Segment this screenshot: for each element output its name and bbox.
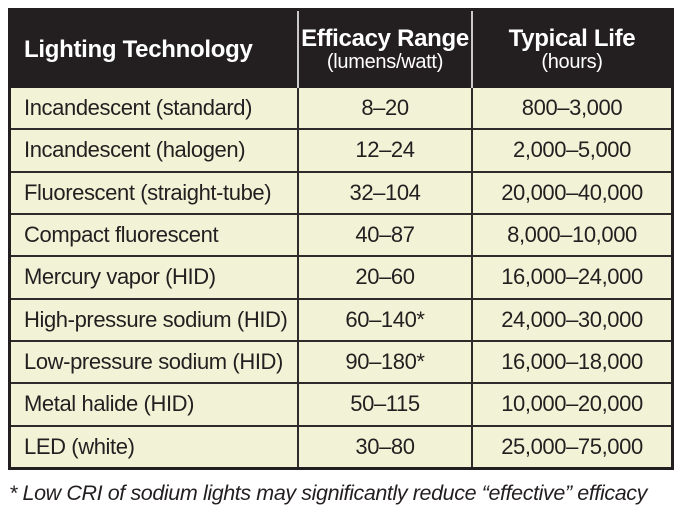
efficacy-cell: 50–115 <box>297 384 471 425</box>
table-row: Incandescent (standard) 8–20 800–3,000 <box>11 88 671 129</box>
header-subtitle: (lumens/watt) <box>326 50 444 73</box>
technology-cell: Incandescent (halogen) <box>24 137 246 163</box>
table-row: High-pressure sodium (HID) 60–140* 24,00… <box>11 297 671 340</box>
header-subtitle: (hours) <box>541 50 603 73</box>
life-cell: 10,000–20,000 <box>471 384 671 425</box>
technology-cell: High-pressure sodium (HID) <box>24 306 288 332</box>
life-cell: 24,000–30,000 <box>471 299 671 340</box>
technology-cell: Metal halide (HID) <box>24 391 195 417</box>
life-cell: 20,000–40,000 <box>471 172 671 213</box>
life-cell: 8,000–10,000 <box>471 214 671 256</box>
life-cell: 16,000–24,000 <box>471 257 671 298</box>
efficacy-cell: 20–60 <box>297 257 471 298</box>
efficacy-cell: 90–180* <box>297 341 471 383</box>
technology-cell: Compact fluorescent <box>24 222 219 248</box>
efficacy-cell: 60–140* <box>297 299 471 340</box>
lighting-technology-table: Lighting Technology Efficacy Range (lume… <box>8 8 674 470</box>
technology-cell: Fluorescent (straight-tube) <box>24 179 272 205</box>
header-title: Lighting Technology <box>24 35 253 63</box>
table-row: LED (white) 30–80 25,000–75,000 <box>11 424 671 467</box>
technology-cell: Incandescent (standard) <box>24 95 253 121</box>
efficacy-cell: 40–87 <box>297 214 471 256</box>
efficacy-cell: 12–24 <box>297 130 471 171</box>
life-cell: 2,000–5,000 <box>471 130 671 171</box>
header-cell-typical-life: Typical Life (hours) <box>471 11 671 88</box>
table-row: Low-pressure sodium (HID) 90–180* 16,000… <box>11 339 671 383</box>
table-row: Metal halide (HID) 50–115 10,000–20,000 <box>11 382 671 425</box>
technology-cell: Low-pressure sodium (HID) <box>24 349 283 375</box>
table-row: Fluorescent (straight-tube) 32–104 20,00… <box>11 170 671 213</box>
table-row: Incandescent (halogen) 12–24 2,000–5,000 <box>11 128 671 171</box>
life-cell: 16,000–18,000 <box>471 341 671 383</box>
efficacy-cell: 30–80 <box>297 426 471 467</box>
life-cell: 800–3,000 <box>471 88 671 129</box>
table-row: Compact fluorescent 40–87 8,000–10,000 <box>11 212 671 256</box>
technology-cell: Mercury vapor (HID) <box>24 264 216 290</box>
header-title: Typical Life <box>508 24 636 52</box>
table-header-row: Lighting Technology Efficacy Range (lume… <box>11 11 671 88</box>
table-body: Incandescent (standard) 8–20 800–3,000 I… <box>11 88 671 467</box>
life-cell: 25,000–75,000 <box>471 426 671 467</box>
footnote: * Low CRI of sodium lights may significa… <box>9 481 647 505</box>
header-cell-lighting-technology: Lighting Technology <box>11 11 297 88</box>
technology-cell: LED (white) <box>24 433 135 459</box>
table-row: Mercury vapor (HID) 20–60 16,000–24,000 <box>11 255 671 298</box>
efficacy-cell: 32–104 <box>297 172 471 213</box>
efficacy-cell: 8–20 <box>297 88 471 129</box>
header-title: Efficacy Range <box>301 24 469 52</box>
header-cell-efficacy-range: Efficacy Range (lumens/watt) <box>297 11 471 88</box>
